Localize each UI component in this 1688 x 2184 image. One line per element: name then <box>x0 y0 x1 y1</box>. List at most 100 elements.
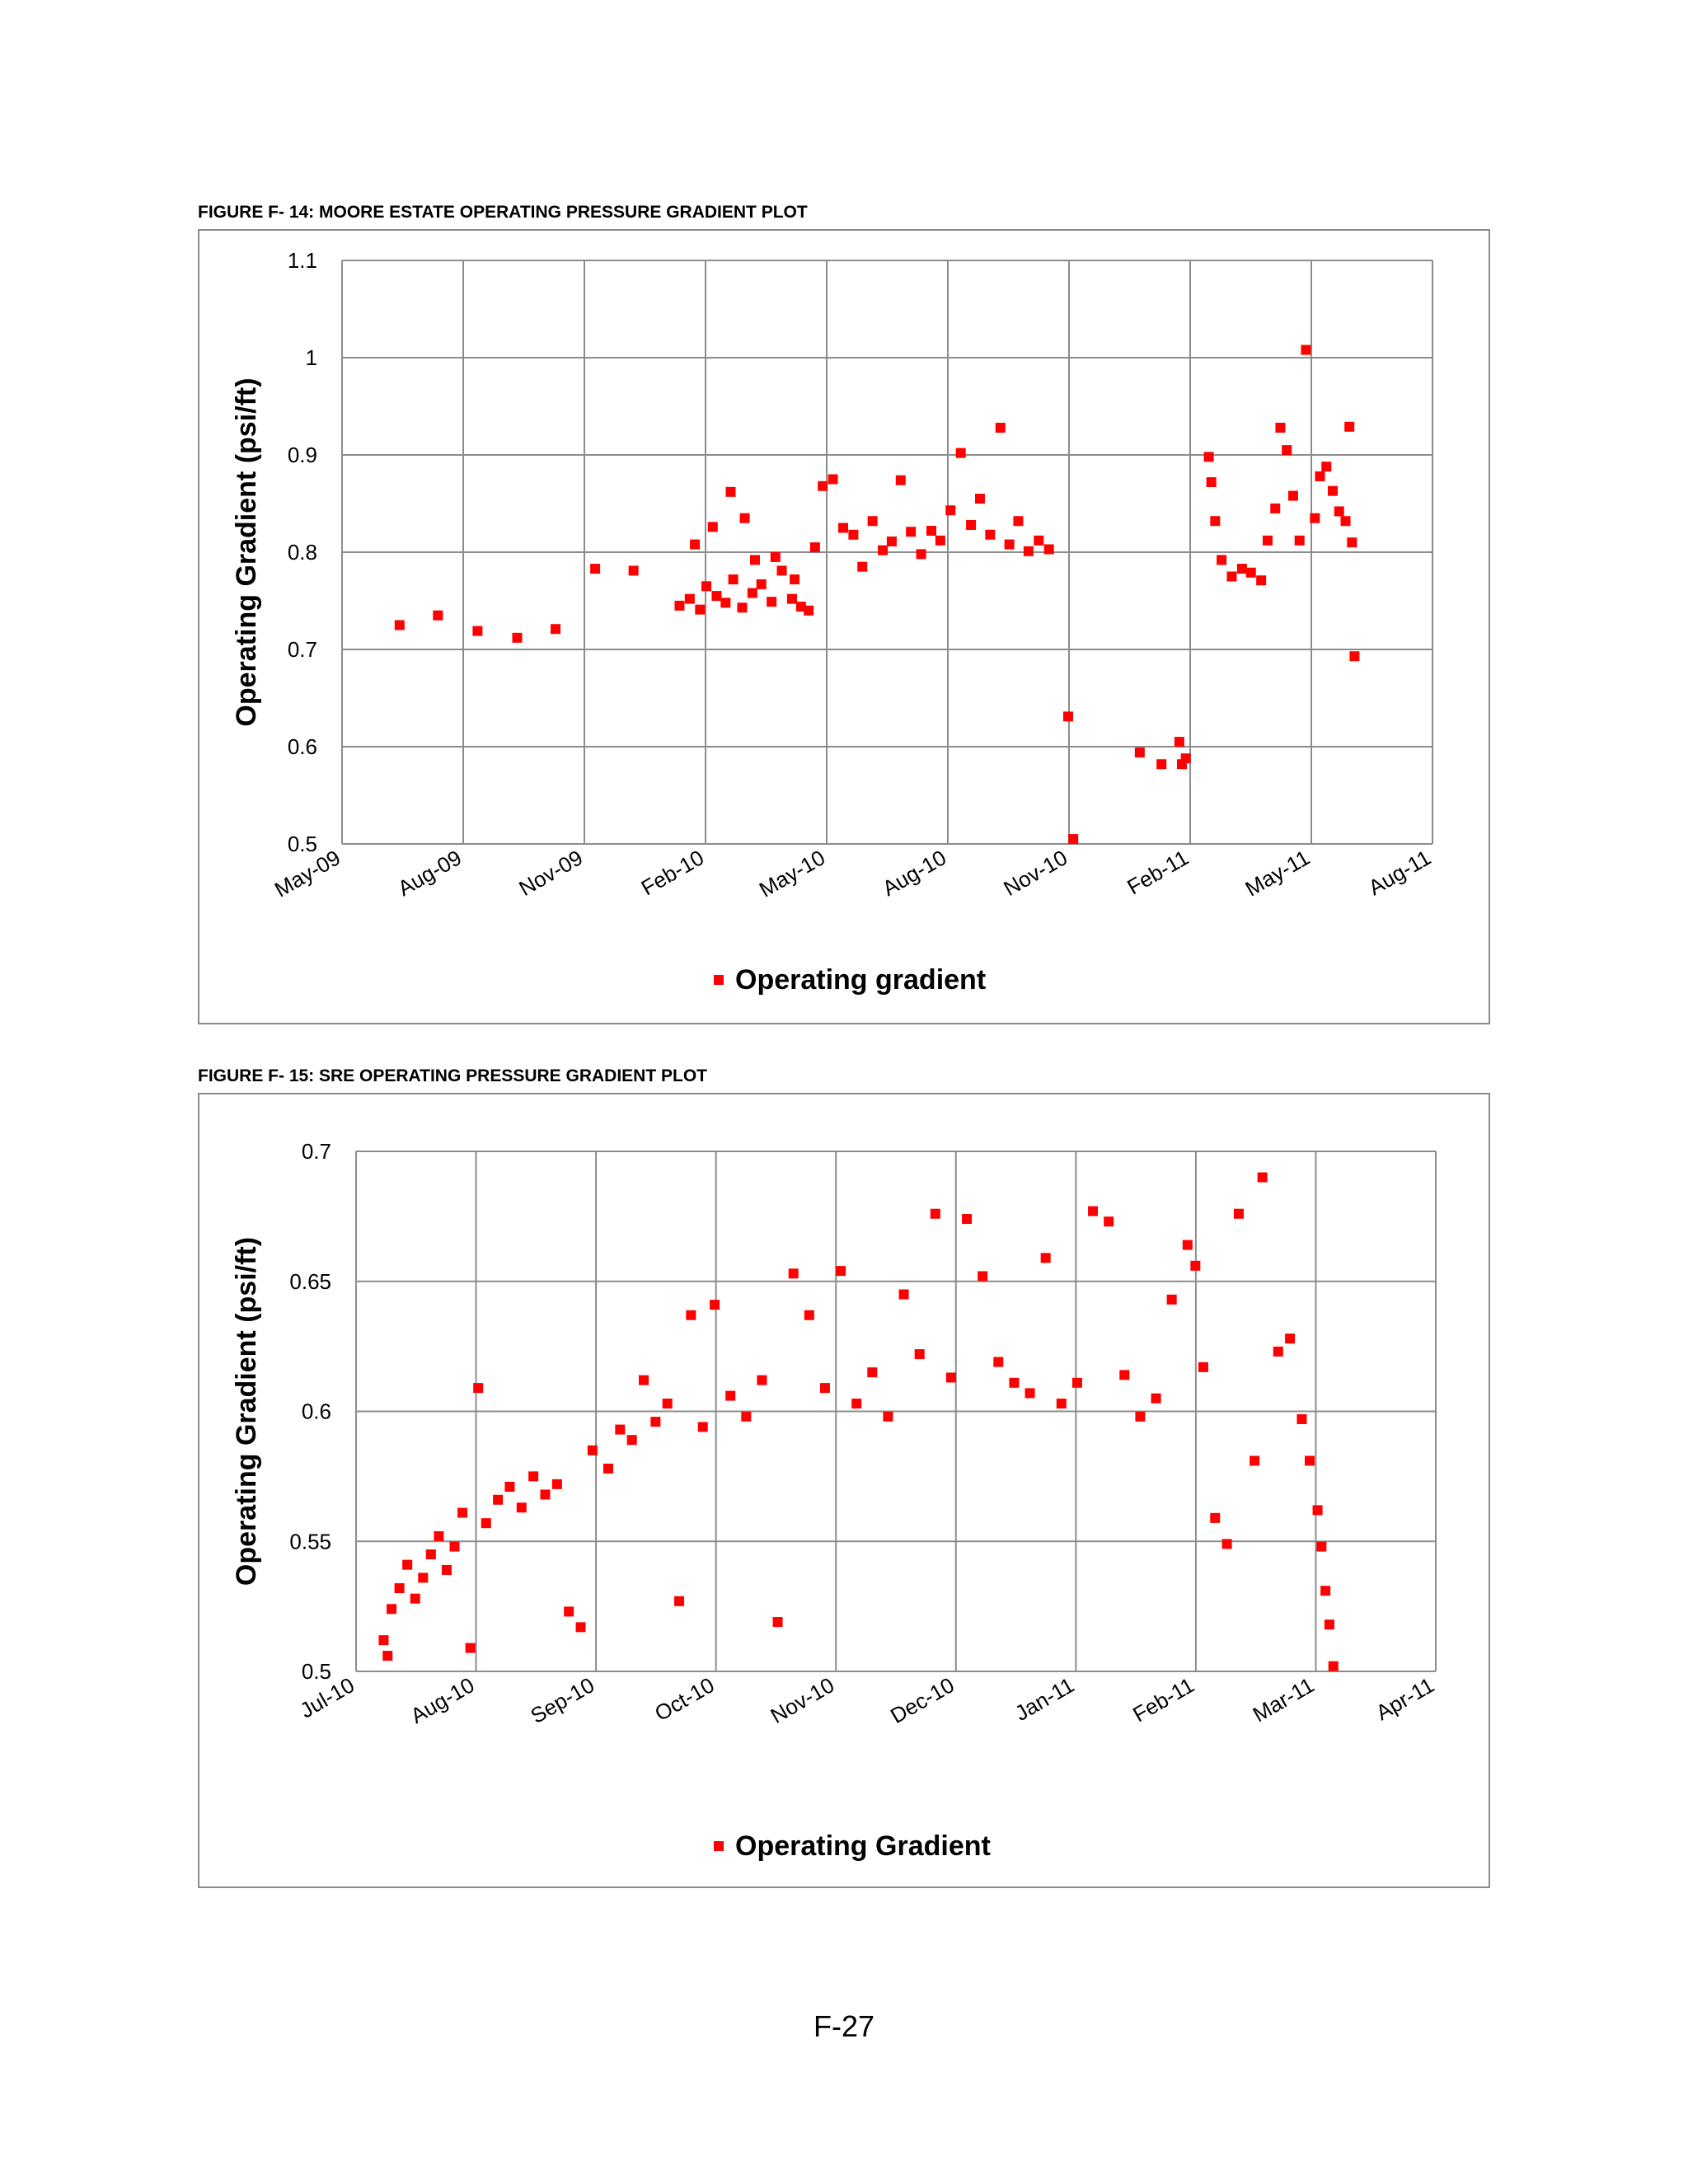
x-tick-label: Jan-11 <box>1010 1672 1078 1726</box>
data-point <box>836 1266 846 1277</box>
data-point <box>1256 575 1267 586</box>
data-point <box>786 593 797 604</box>
data-point <box>1023 546 1034 556</box>
x-tick-label: Dec-10 <box>886 1672 959 1728</box>
data-point <box>425 1549 436 1560</box>
data-point <box>1226 571 1237 582</box>
data-point <box>848 529 859 540</box>
data-point <box>1233 1208 1244 1219</box>
data-point <box>707 522 718 532</box>
x-tick-label: Feb-11 <box>1128 1672 1198 1727</box>
y-tick-label: 0.7 <box>302 1139 331 1164</box>
data-point <box>1250 1455 1260 1466</box>
data-point <box>1340 516 1351 527</box>
data-point <box>1180 753 1191 764</box>
data-point <box>410 1593 420 1604</box>
data-point <box>767 597 777 607</box>
x-tick-label: Nov-10 <box>999 845 1071 901</box>
data-point <box>590 564 601 574</box>
data-point <box>1349 651 1360 662</box>
data-point <box>985 529 996 540</box>
data-point <box>1320 1586 1331 1596</box>
data-point <box>1134 748 1145 758</box>
data-point <box>1104 1216 1114 1227</box>
y-tick-label: 1.1 <box>288 248 317 273</box>
data-point <box>1071 1377 1082 1388</box>
data-point <box>1324 1619 1334 1630</box>
data-point <box>741 1411 752 1422</box>
data-point <box>1262 535 1273 546</box>
data-point <box>1206 477 1217 488</box>
y-axis-label: Operating Gradient (psi/ft) <box>231 377 262 726</box>
data-point <box>790 574 800 585</box>
data-point <box>895 475 906 485</box>
data-point <box>394 1583 405 1594</box>
data-point <box>728 574 738 585</box>
data-point <box>615 1424 626 1435</box>
data-point <box>906 527 917 537</box>
data-point <box>1305 1455 1315 1466</box>
y-tick-label: 1 <box>306 345 317 370</box>
data-point <box>1040 1253 1051 1263</box>
data-point <box>512 632 523 643</box>
data-point <box>974 494 985 504</box>
data-point <box>684 593 695 604</box>
x-tick-label: Nov-10 <box>767 1672 839 1728</box>
data-point <box>867 516 878 527</box>
y-tick-label: 0.9 <box>288 443 317 467</box>
data-point <box>772 1617 783 1628</box>
data-point <box>955 448 966 458</box>
data-point <box>1013 516 1024 527</box>
data-point <box>387 1604 397 1615</box>
data-point <box>1210 1512 1221 1523</box>
legend-marker <box>714 975 724 985</box>
data-point <box>1294 535 1305 546</box>
data-point <box>1203 452 1214 462</box>
data-point <box>1056 1399 1067 1409</box>
y-tick-label: 0.8 <box>288 540 317 565</box>
data-point <box>966 519 977 530</box>
chart-frame-2: 0.5 0.55 0.6 0.65 0.7 Jul-10 Aug-10 Sep-10 Oct-1… <box>198 1093 1490 1888</box>
data-point <box>674 1596 685 1606</box>
data-point <box>1285 1333 1296 1344</box>
data-point <box>1236 564 1247 574</box>
data-point <box>434 1530 444 1541</box>
data-point <box>650 1417 661 1427</box>
data-point <box>914 1349 925 1360</box>
data-point <box>1328 1661 1339 1671</box>
data-point <box>818 480 828 491</box>
data-point <box>1221 1539 1232 1549</box>
x-tick-label: Oct-10 <box>650 1672 719 1726</box>
y-tick-label: 0.7 <box>288 637 317 662</box>
data-point <box>809 542 820 553</box>
data-point <box>819 1383 830 1394</box>
data-point <box>1198 1361 1208 1372</box>
data-point <box>441 1564 452 1575</box>
data-point <box>449 1541 460 1552</box>
data-point <box>551 1479 562 1489</box>
chart-frame-1: 0.5 0.6 0.7 0.8 0.9 1 1.1 May-09 Aug-09 Nov-09 Feb… <box>198 229 1490 1024</box>
data-point <box>493 1494 504 1505</box>
data-point <box>628 565 639 576</box>
data-point <box>1217 555 1227 565</box>
data-point <box>603 1463 613 1474</box>
data-point <box>1245 567 1256 578</box>
data-point <box>720 598 731 608</box>
data-point <box>776 565 787 576</box>
data-point <box>639 1375 649 1385</box>
data-point <box>945 505 956 516</box>
data-point <box>926 526 937 537</box>
data-point <box>626 1435 637 1446</box>
data-point <box>757 1375 767 1385</box>
data-point <box>883 1411 893 1422</box>
data-point <box>1135 1411 1146 1422</box>
x-tick-label: Feb-11 <box>1123 845 1193 899</box>
x-tick-label: Mar-11 <box>1249 1672 1319 1727</box>
y-tick-label: 0.5 <box>302 1659 331 1684</box>
data-point <box>857 561 868 572</box>
data-point <box>886 537 897 547</box>
data-point <box>695 604 706 615</box>
data-point <box>516 1502 527 1513</box>
data-point <box>1312 1505 1323 1516</box>
